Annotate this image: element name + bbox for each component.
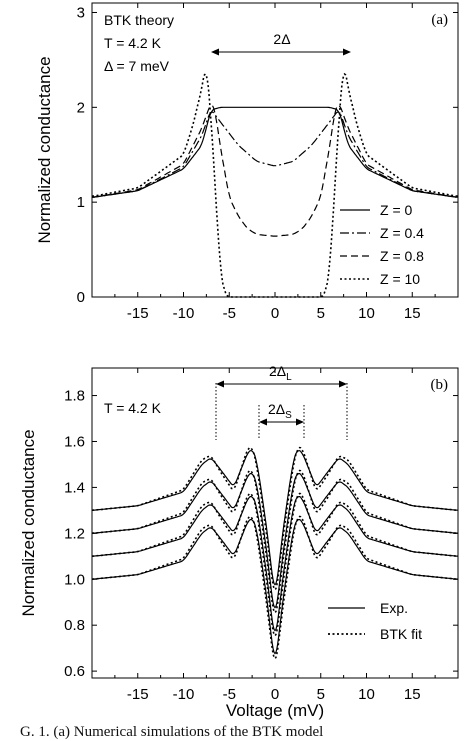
panel-b-x-tick-label: 10 xyxy=(358,686,375,703)
small-gap-label-main: 2Δ xyxy=(268,401,285,417)
panel-a-y-tick-label: 2 xyxy=(77,99,85,116)
panel-a-gap-arrow xyxy=(211,48,351,56)
large-gap-label: 2ΔL xyxy=(269,363,292,383)
panel-a-label: (a) xyxy=(431,12,448,28)
panel-b-y-tick-label: 1.8 xyxy=(64,388,85,405)
panel-a-legend: Z = 0 Z = 0.4 Z = 0.8 Z = 10 xyxy=(340,202,424,287)
panel-b-y-tick-label: 1.6 xyxy=(64,433,85,450)
panel-b-ylabel: Normalized conductance xyxy=(19,429,38,616)
panel-a-ylabel: Normalized conductance xyxy=(35,56,54,243)
panel-a-gap: Δ = 7 meV xyxy=(104,58,170,74)
panel-a-x-tick-label: 10 xyxy=(358,305,375,322)
panel-a: -15 -10 -5 0 5 10 15 0 1 2 3 Normalized conductanc… xyxy=(35,2,459,322)
panel-b-series-line-4 xyxy=(92,446,458,591)
panel-a-x-tick-label: 0 xyxy=(271,305,279,322)
small-gap-arrow-right-head xyxy=(296,418,304,426)
panel-b-x-tick-label: -5 xyxy=(223,686,236,703)
panel-b-ticks: -15 -10 -5 0 5 10 15 0.6 0.8 1.0 1.2 1.4 1.6 1.8 xyxy=(64,368,459,703)
panel-b-series-line-5 xyxy=(91,469,459,614)
large-gap-arrow-right-head xyxy=(339,380,347,388)
panel-a-x-tick-label: 15 xyxy=(404,305,421,322)
panel-a-temperature: T = 4.2 K xyxy=(104,35,162,51)
figure-caption: G. 1. (a) Numerical simulations of the B… xyxy=(20,724,324,740)
panel-b-curves xyxy=(91,446,459,660)
panel-b-x-tick-label: 15 xyxy=(404,686,421,703)
large-gap-arrow-left-head xyxy=(216,380,224,388)
small-gap-label-sub: S xyxy=(285,410,292,421)
panel-b-y-tick-label: 1.4 xyxy=(64,479,85,496)
large-gap-label-main: 2Δ xyxy=(269,363,286,379)
panel-a-ticks: -15 -10 -5 0 5 10 15 0 1 2 3 xyxy=(77,3,459,322)
panel-a-gap-arrow-right-head xyxy=(343,48,351,56)
panel-a-x-tick-label: -10 xyxy=(173,305,195,322)
panel-b-y-tick-label: 0.6 xyxy=(64,663,85,680)
small-gap-arrow-left-head xyxy=(259,418,267,426)
panel-b-xlabel: Voltage (mV) xyxy=(226,701,324,720)
panel-b-legend: Exp. BTK fit xyxy=(328,600,422,642)
panel-b-x-tick-label: -10 xyxy=(173,686,195,703)
panel-a-gap-arrow-left-head xyxy=(211,48,219,56)
legend-b-label: Exp. xyxy=(380,600,408,616)
panel-b-x-tick-label: -15 xyxy=(127,686,149,703)
legend-b-label: BTK fit xyxy=(380,626,422,642)
panel-a-gap-arrow-label: 2Δ xyxy=(273,31,290,47)
panel-b-series-line-1 xyxy=(91,473,459,609)
panel-b-series-line-7 xyxy=(92,515,458,660)
panel-b-temperature: T = 4.2 K xyxy=(104,400,162,416)
panel-b-series-line-0 xyxy=(92,450,458,586)
legend-a-label: Z = 0.4 xyxy=(380,225,424,241)
small-gap-label: 2ΔS xyxy=(268,401,292,421)
panel-b: -15 -10 -5 0 5 10 15 0.6 0.8 1.0 1.2 1.4 1.6 1.8 Norm… xyxy=(19,363,459,720)
panel-a-y-tick-label: 3 xyxy=(77,4,85,21)
panel-b-x-tick-label: 5 xyxy=(317,686,325,703)
legend-a-label: Z = 0 xyxy=(380,202,413,218)
panel-a-series-line-3 xyxy=(91,72,459,298)
legend-a-label: Z = 0.8 xyxy=(380,248,424,264)
panel-b-series-line-6 xyxy=(91,492,459,637)
panel-a-x-tick-label: -15 xyxy=(127,305,149,322)
panel-a-x-tick-label: 5 xyxy=(317,305,325,322)
panel-a-x-tick-label: -5 xyxy=(223,305,236,322)
panel-a-y-tick-label: 0 xyxy=(77,289,85,306)
panel-a-theory-label: BTK theory xyxy=(104,12,174,28)
panel-b-x-tick-label: 0 xyxy=(271,686,279,703)
panel-b-y-tick-label: 1.2 xyxy=(64,525,85,542)
panel-b-label: (b) xyxy=(431,377,449,393)
panel-b-y-tick-label: 0.8 xyxy=(64,617,85,634)
legend-a-label: Z = 10 xyxy=(380,271,420,287)
panel-a-series-line-2 xyxy=(91,104,459,237)
panel-a-y-tick-label: 1 xyxy=(77,194,85,211)
large-gap-label-sub: L xyxy=(286,372,292,383)
panel-a-curves xyxy=(91,72,459,298)
panel-b-y-tick-label: 1.0 xyxy=(64,571,85,588)
panel-a-series-line-1 xyxy=(92,111,458,198)
panel-a-series-line-0 xyxy=(92,106,458,198)
